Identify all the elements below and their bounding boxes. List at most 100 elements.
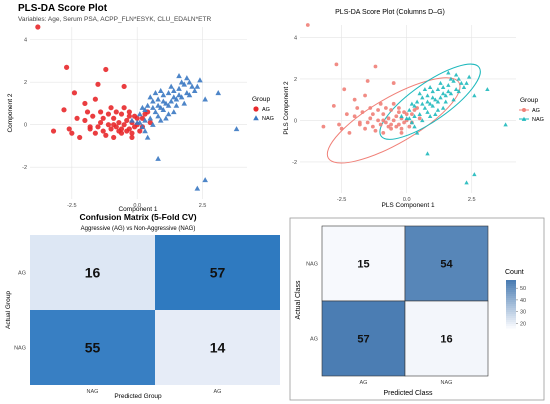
chart-title: PLS-DA Score Plot (Columns D–G) (335, 9, 445, 16)
data-point-ag (391, 118, 396, 123)
data-point-nag (430, 95, 435, 100)
colorbar-segment (506, 324, 516, 327)
cell-value: 14 (210, 340, 226, 356)
matrix: 16 57 55 14 NAG AG AG NAG (14, 235, 280, 395)
data-point-nag (160, 98, 167, 104)
data-point-nag (160, 107, 167, 113)
data-point-nag (197, 77, 203, 83)
data-point-ag (376, 118, 380, 123)
colorbar-segment (506, 280, 516, 283)
data-point-ag (370, 112, 375, 117)
data-point-ag (396, 122, 401, 127)
data-point-nag (440, 85, 446, 89)
data-point-ag (100, 128, 106, 134)
y-tick-label: NAG (306, 262, 318, 268)
data-point-nag (181, 81, 188, 87)
data-point-nag (435, 107, 441, 112)
data-point-nag (178, 79, 185, 85)
data-point-nag (165, 111, 172, 117)
data-point-nag (472, 93, 477, 98)
data-point-ag (381, 112, 386, 117)
data-point-ag (391, 81, 396, 85)
data-point-nag (440, 105, 446, 110)
data-point-ag (137, 128, 143, 134)
legend-marker (253, 106, 259, 112)
data-point-ag (103, 132, 109, 138)
chart-title: Confusion Matrix (5-Fold CV) (79, 212, 196, 222)
x-tick-label: 2.5 (468, 197, 476, 203)
data-point-nag (165, 90, 172, 96)
data-point-nag (414, 130, 420, 135)
data-point-ag (69, 130, 75, 136)
data-point-nag (464, 80, 469, 85)
panel-score-plot-a: PLS-DA Score Plot Variables: Age, Serum … (7, 3, 274, 213)
matrix-cell (30, 310, 155, 385)
data-point-ag (378, 122, 383, 127)
data-point-nag (170, 94, 177, 100)
y-tick-label: 0 (294, 118, 297, 124)
plot-area (30, 27, 247, 199)
data-point-nag (150, 98, 156, 104)
data-point-nag (191, 87, 198, 93)
data-point-ag (399, 130, 404, 135)
data-point-nag (170, 87, 177, 93)
cell-value: 55 (85, 340, 101, 356)
y-tick-label: 0 (24, 123, 27, 129)
data-point-nag (456, 76, 461, 81)
data-point-nag (194, 83, 201, 89)
data-point-ag (402, 120, 406, 125)
cell-value: 16 (440, 334, 452, 346)
data-point-nag (414, 99, 420, 104)
data-point-nag (407, 107, 412, 112)
data-point-ag (77, 134, 83, 141)
data-point-ag (383, 120, 388, 125)
data-point-nag (461, 85, 467, 89)
data-point-ag (82, 117, 88, 124)
data-point-nag (420, 118, 425, 123)
data-point-ag (118, 111, 125, 117)
data-point-nag (420, 101, 425, 106)
data-point-nag (420, 95, 425, 100)
data-point-ag (396, 106, 401, 110)
colorbar-segment (506, 282, 516, 285)
cell-value: 15 (357, 259, 369, 271)
y-tick-label: AG (310, 337, 318, 343)
data-point-ag (139, 115, 146, 121)
data-point-ag (389, 108, 393, 112)
data-point-ag (357, 122, 362, 127)
matrix-cell (30, 235, 155, 310)
confidence-ellipse (379, 63, 481, 140)
data-point-nag (152, 109, 159, 115)
chart-subtitle: Variables: Age, Serum PSA, ACPP_FLN*ESYK… (18, 16, 211, 23)
data-point-nag (443, 99, 448, 104)
data-point-nag (399, 114, 404, 119)
data-point-nag (144, 134, 151, 140)
data-point-nag (147, 115, 154, 121)
data-point-nag (422, 105, 428, 110)
data-point-nag (453, 87, 459, 92)
data-point-ag (407, 124, 412, 129)
data-point-ag (90, 113, 96, 119)
colorbar-segment (506, 322, 516, 325)
data-point-ag (381, 130, 386, 135)
data-point-ag (363, 126, 367, 131)
x-tick-label: 2.5 (199, 203, 207, 209)
data-point-ag (66, 126, 72, 132)
data-point-ag (95, 124, 101, 130)
data-point-nag (435, 87, 441, 92)
data-point-nag (181, 100, 188, 106)
data-point-ag (363, 93, 367, 98)
data-point-ag (389, 126, 393, 131)
data-point-ag (92, 96, 98, 102)
data-point-nag (186, 79, 193, 85)
legend-label: NAG (532, 117, 544, 123)
plot-area (300, 25, 516, 193)
data-point-nag (184, 90, 190, 96)
data-point-nag (233, 126, 240, 132)
data-point-nag (464, 180, 469, 185)
legend-label: AG (262, 107, 270, 113)
y-tick-label: NAG (14, 346, 26, 352)
data-point-nag (438, 80, 443, 85)
data-point-nag (163, 115, 169, 121)
matrix-cell (321, 300, 406, 377)
